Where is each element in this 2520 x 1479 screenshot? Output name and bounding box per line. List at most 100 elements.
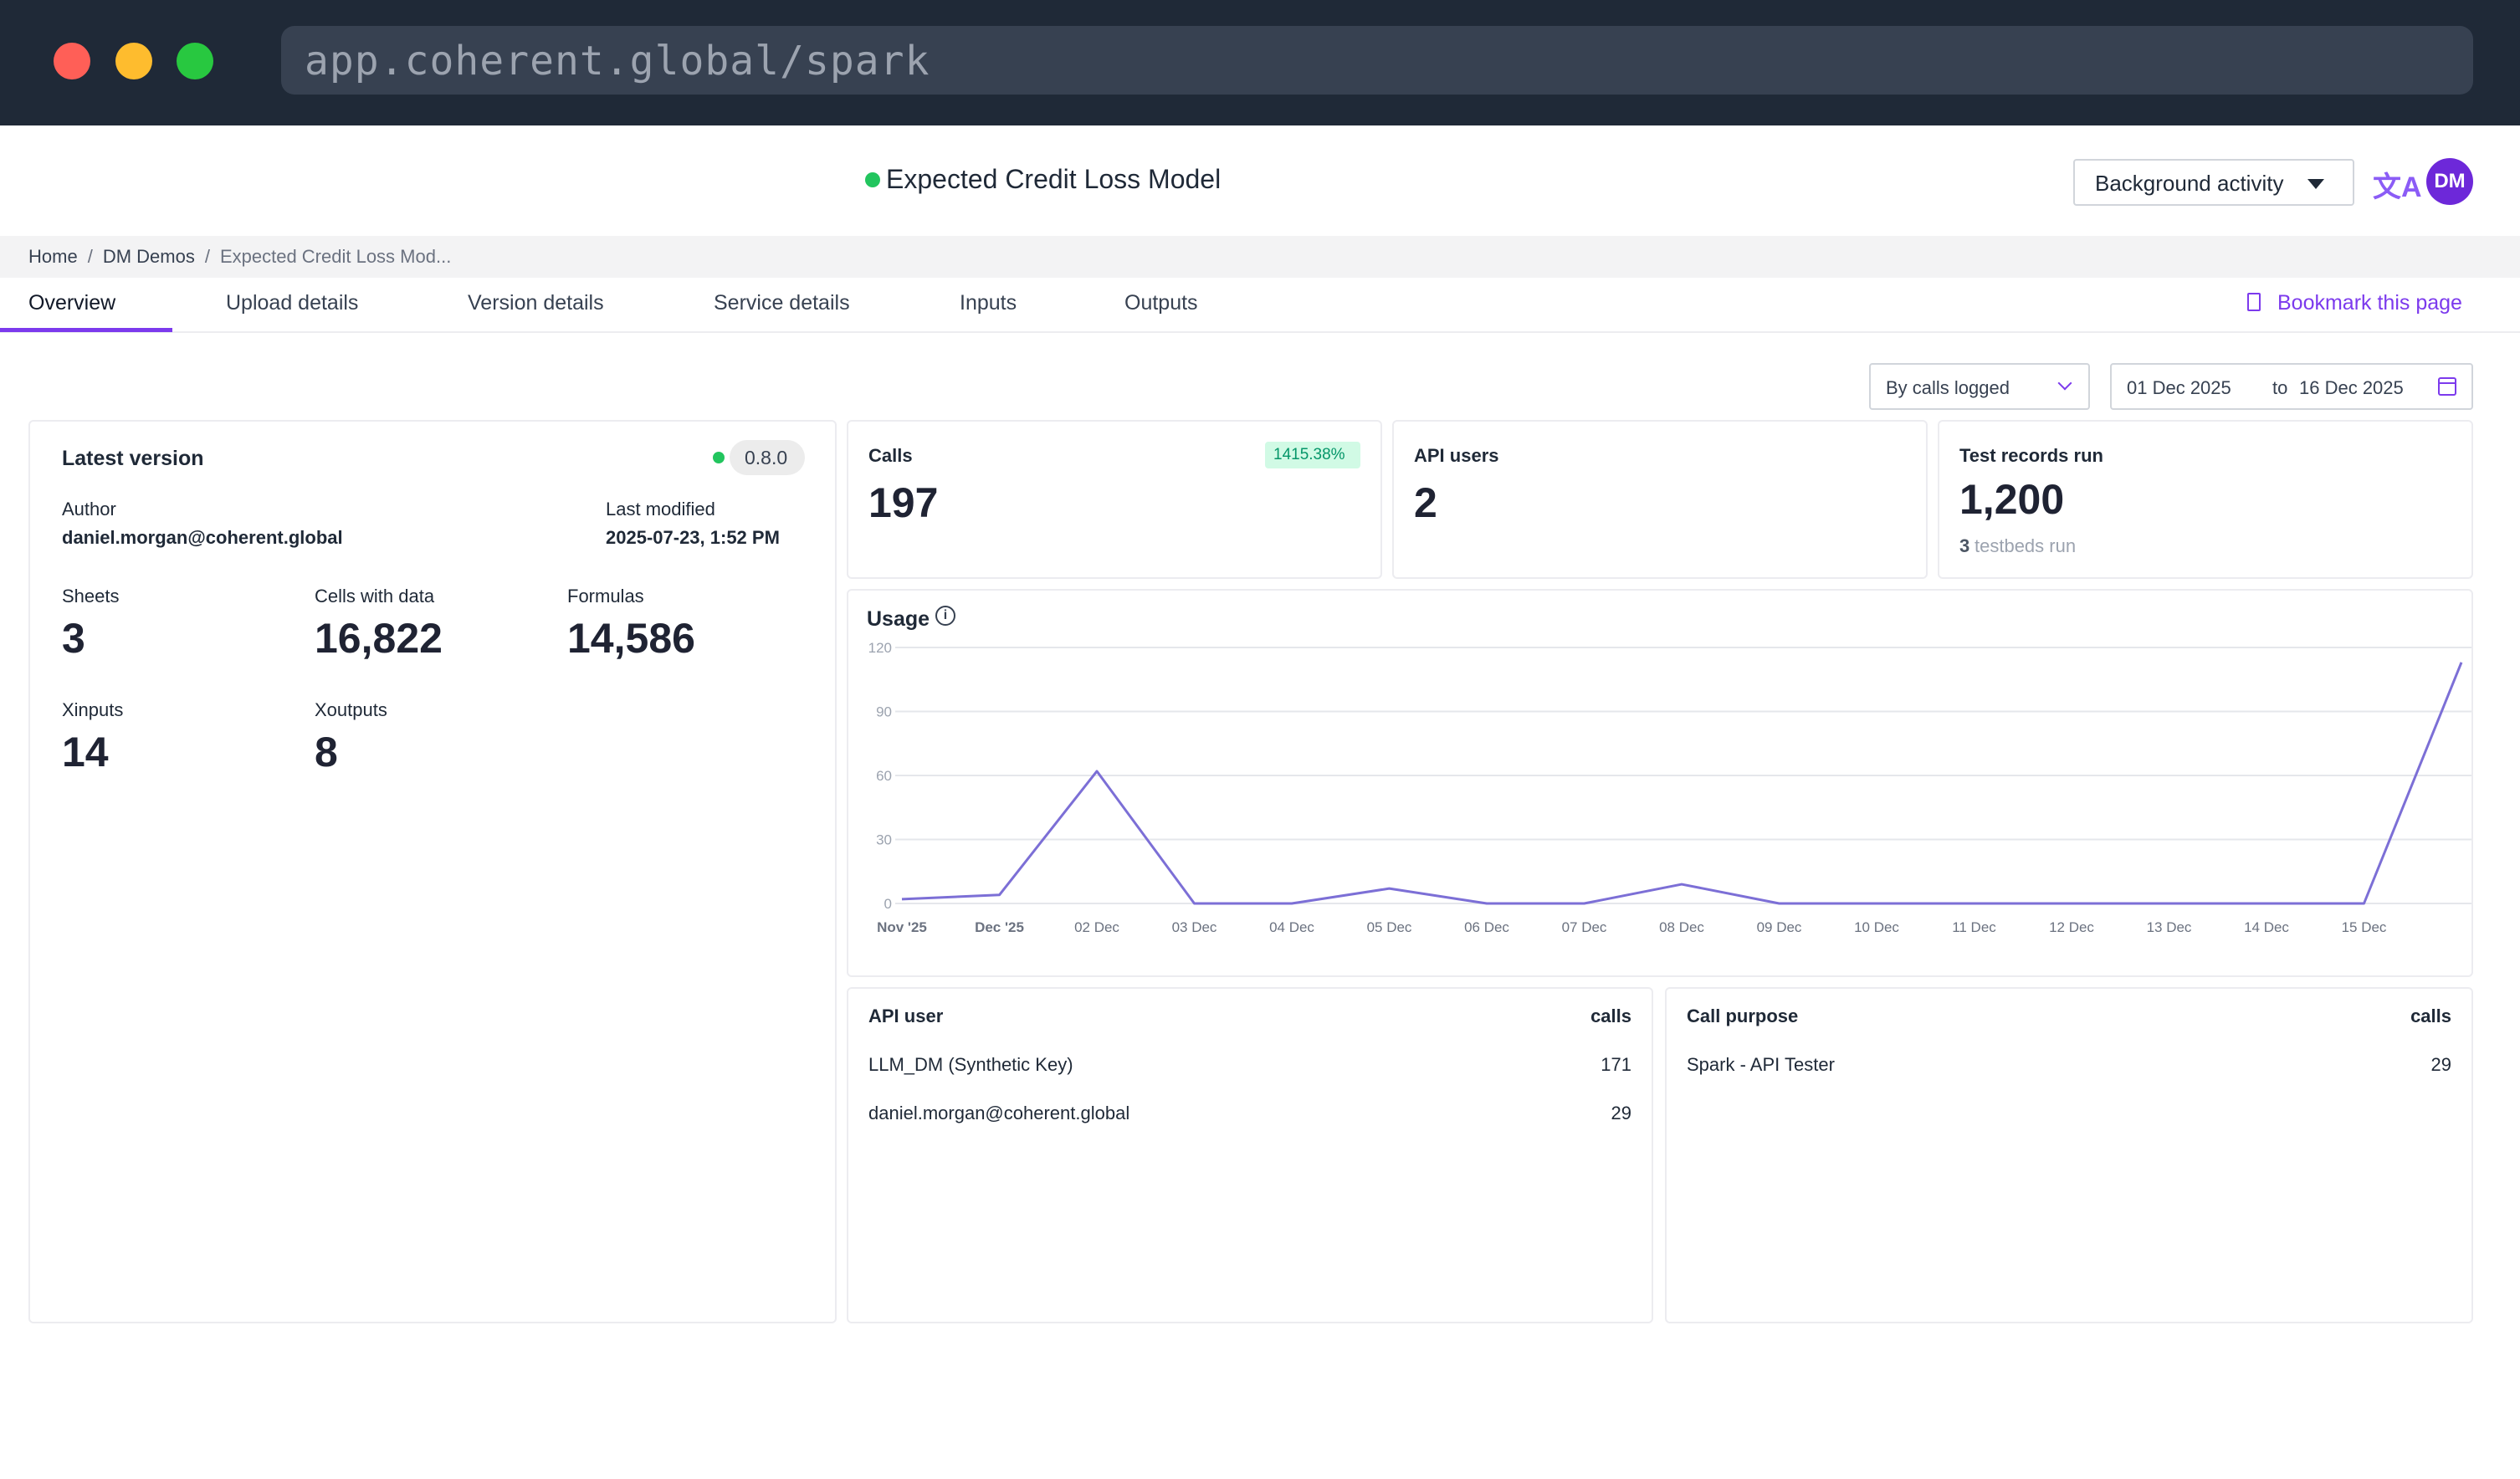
browser-chrome: app.coherent.global/spark <box>0 0 2520 125</box>
breadcrumb-bar: Home / DM Demos / Expected Credit Loss Mod..… <box>0 236 2520 278</box>
usage-series-line[interactable] <box>901 662 2463 905</box>
breadcrumb: Home / DM Demos / Expected Credit Loss Mod..… <box>28 246 452 267</box>
tab-upload-details[interactable]: Upload details <box>226 291 359 315</box>
y-tick-label: 30 <box>876 832 892 848</box>
api-users-card: API users 2 <box>1392 420 1928 579</box>
api-user-table: API user calls LLM_DM (Synthetic Key) 17… <box>847 987 1653 1323</box>
tab-outputs[interactable]: Outputs <box>1124 291 1198 315</box>
version-badge: 0.8.0 <box>730 440 805 475</box>
x-tick-label: 03 Dec <box>1172 919 1217 935</box>
usage-card: Usage <box>847 589 2473 977</box>
call-purpose-row-name: Spark - API Tester <box>1687 1054 1835 1075</box>
y-tick-label: 60 <box>876 768 892 784</box>
api-user-col-header: API user <box>868 1006 944 1026</box>
close-window-button[interactable] <box>54 43 90 79</box>
x-tick-label: 06 Dec <box>1464 919 1509 935</box>
latest-version-card: Latest version Author daniel.morgan@cohe… <box>28 420 837 1323</box>
call-purpose-table: Call purpose calls Spark - API Tester 29 <box>1665 987 2473 1323</box>
address-bar[interactable]: app.coherent.global/spark <box>281 26 2473 95</box>
x-tick-label: 15 Dec <box>2342 919 2387 935</box>
breadcrumb-current: Expected Credit Loss Mod... <box>219 246 452 267</box>
caret-down-icon <box>2307 179 2324 189</box>
stat-label-xoutputs: Xoutputs <box>315 699 387 720</box>
api-user-row-name: daniel.morgan@coherent.global <box>868 1103 1130 1123</box>
usage-chart: 0 30 60 90 120 Nov '25 Dec '25 02 Dec 03 Dec 04 D… <box>868 640 2471 935</box>
minimize-window-button[interactable] <box>115 43 152 79</box>
stat-value-cells: 16,822 <box>315 615 443 662</box>
background-activity-label: Background activity <box>2095 171 2284 196</box>
latest-version-title: Latest version <box>62 447 204 470</box>
author-label: Author <box>62 499 116 519</box>
date-range-picker[interactable]: 01 Dec 2025 to 16 Dec 2025 <box>2110 363 2473 410</box>
testbeds-label: testbeds run <box>1975 535 2077 556</box>
calendar-icon[interactable] <box>2438 377 2456 396</box>
url-text: app.coherent.global/spark <box>305 38 930 84</box>
status-dot <box>865 172 880 187</box>
stat-label-sheets: Sheets <box>62 586 120 606</box>
tab-service-details[interactable]: Service details <box>714 291 850 315</box>
tab-bar: Overview Upload details Version details … <box>0 278 2520 333</box>
x-tick-label: 08 Dec <box>1659 919 1704 935</box>
background-activity-dropdown[interactable]: Background activity <box>2073 159 2354 206</box>
date-to-label: to <box>2272 377 2288 398</box>
stat-label-cells: Cells with data <box>315 586 435 606</box>
stat-label-formulas: Formulas <box>567 586 644 606</box>
metric-dropdown[interactable]: By calls logged <box>1869 363 2090 410</box>
stat-value-formulas: 14,586 <box>567 615 695 662</box>
call-purpose-col-header: Call purpose <box>1687 1006 1799 1026</box>
version-status-dot <box>713 452 725 463</box>
tab-version-details[interactable]: Version details <box>468 291 604 315</box>
call-purpose-calls-header: calls <box>2410 1006 2451 1026</box>
testbeds-count: 3 <box>1959 535 1970 556</box>
x-tick-label: 05 Dec <box>1367 919 1412 935</box>
x-tick-label: 02 Dec <box>1074 919 1119 935</box>
stat-value-xoutputs: 8 <box>315 729 338 775</box>
calls-change-badge: 1415.38% <box>1265 442 1360 468</box>
avatar[interactable]: DM <box>2426 158 2473 205</box>
api-user-row-calls: 171 <box>1601 1054 1631 1075</box>
active-tab-indicator <box>0 328 172 332</box>
x-tick-label: 04 Dec <box>1269 919 1314 935</box>
test-records-card: Test records run 1,200 3 testbeds run <box>1938 420 2473 579</box>
date-from[interactable]: 01 Dec 2025 <box>2127 377 2231 398</box>
stat-value-sheets: 3 <box>62 615 85 662</box>
page-title: Expected Credit Loss Model <box>886 164 1222 194</box>
x-tick-label: 09 Dec <box>1757 919 1802 935</box>
test-records-label: Test records run <box>1959 445 2103 466</box>
calls-change-value: 1415.38% <box>1273 446 1345 463</box>
tab-overview[interactable]: Overview <box>28 291 116 315</box>
api-user-row-name: LLM_DM (Synthetic Key) <box>868 1054 1073 1075</box>
x-tick-label: Dec '25 <box>975 919 1024 935</box>
x-tick-label: Nov '25 <box>877 919 927 935</box>
version-number: 0.8.0 <box>745 447 788 468</box>
api-user-row-calls: 29 <box>1611 1103 1631 1123</box>
metric-label: By calls logged <box>1886 377 2010 398</box>
test-records-value: 1,200 <box>1959 476 2065 523</box>
last-modified-label: Last modified <box>606 499 715 519</box>
breadcrumb-home[interactable]: Home <box>28 246 78 267</box>
api-users-label: API users <box>1414 445 1499 466</box>
tab-inputs[interactable]: Inputs <box>960 291 1017 315</box>
api-user-calls-header: calls <box>1590 1006 1631 1026</box>
bookmark-link[interactable]: Bookmark this page <box>2277 291 2462 315</box>
x-tick-label: 12 Dec <box>2049 919 2094 935</box>
api-users-value: 2 <box>1414 479 1437 526</box>
x-tick-label: 07 Dec <box>1562 919 1607 935</box>
translate-icon[interactable]: 文A <box>2373 171 2422 203</box>
calls-label: Calls <box>868 445 913 466</box>
info-icon[interactable]: i <box>935 606 955 626</box>
breadcrumb-dm-demos[interactable]: DM Demos <box>102 246 195 267</box>
x-tick-label: 10 Dec <box>1854 919 1899 935</box>
stat-label-xinputs: Xinputs <box>62 699 124 720</box>
maximize-window-button[interactable] <box>177 43 213 79</box>
stat-value-xinputs: 14 <box>62 729 109 775</box>
calls-value: 197 <box>868 479 939 526</box>
usage-title: Usage <box>867 607 930 631</box>
date-to[interactable]: 16 Dec 2025 <box>2299 377 2404 398</box>
last-modified-value: 2025-07-23, 1:52 PM <box>606 527 780 548</box>
author-value: daniel.morgan@coherent.global <box>62 527 343 548</box>
chevron-down-icon <box>2057 376 2072 391</box>
bookmark-icon <box>2247 293 2261 311</box>
y-tick-label: 0 <box>884 896 892 912</box>
x-tick-label: 14 Dec <box>2244 919 2289 935</box>
